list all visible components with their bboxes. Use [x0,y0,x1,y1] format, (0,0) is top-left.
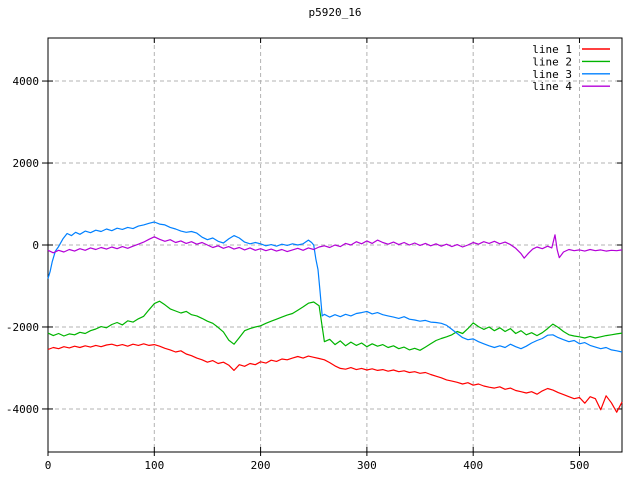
series-line-2 [47,300,623,351]
y-tick-label: 2000 [13,157,40,170]
x-tick-label: 400 [463,459,483,472]
y-tick-label: 0 [32,239,39,252]
y-tick-label: -2000 [6,321,39,334]
y-tick-label: 4000 [13,75,40,88]
series-line-1 [47,343,623,413]
x-tick-label: 500 [570,459,590,472]
legend-label-3: line 3 [532,68,572,81]
x-tick-label: 0 [45,459,52,472]
x-tick-label: 300 [357,459,377,472]
series-line-4 [47,234,623,259]
series-line-3 [47,221,623,353]
y-tick-label: -4000 [6,403,39,416]
x-tick-label: 100 [144,459,164,472]
legend-label-2: line 2 [532,55,572,68]
x-tick-label: 200 [251,459,271,472]
chart-title: p5920_16 [308,6,362,19]
legend-label-1: line 1 [532,43,572,56]
legend-label-4: line 4 [532,80,572,93]
